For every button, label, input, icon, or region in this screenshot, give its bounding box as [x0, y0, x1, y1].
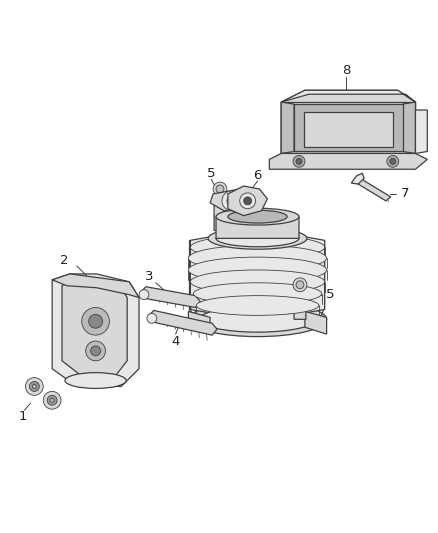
- Ellipse shape: [188, 245, 327, 271]
- Polygon shape: [294, 104, 403, 151]
- Ellipse shape: [228, 210, 287, 223]
- Polygon shape: [141, 287, 200, 308]
- Circle shape: [293, 278, 307, 292]
- Ellipse shape: [208, 228, 307, 249]
- Text: 5: 5: [326, 288, 335, 301]
- Circle shape: [82, 308, 110, 335]
- Ellipse shape: [65, 373, 126, 389]
- Polygon shape: [210, 189, 259, 211]
- Ellipse shape: [196, 296, 319, 316]
- Ellipse shape: [193, 283, 321, 304]
- Polygon shape: [416, 110, 427, 154]
- Circle shape: [213, 182, 227, 196]
- Text: 8: 8: [342, 64, 350, 77]
- Polygon shape: [403, 102, 416, 154]
- Polygon shape: [281, 90, 416, 166]
- Text: 1: 1: [18, 409, 27, 423]
- Circle shape: [29, 382, 39, 391]
- Text: 6: 6: [253, 168, 261, 182]
- Circle shape: [86, 341, 106, 361]
- Ellipse shape: [199, 306, 316, 332]
- Circle shape: [390, 158, 396, 164]
- Text: 3: 3: [145, 270, 153, 284]
- Circle shape: [216, 185, 224, 193]
- Ellipse shape: [191, 236, 325, 259]
- Polygon shape: [294, 287, 306, 319]
- Polygon shape: [281, 102, 294, 154]
- Circle shape: [88, 314, 102, 328]
- Text: 4: 4: [171, 335, 180, 348]
- Ellipse shape: [188, 257, 327, 283]
- Circle shape: [296, 158, 302, 164]
- Polygon shape: [353, 177, 391, 201]
- Polygon shape: [52, 274, 139, 386]
- Circle shape: [222, 191, 242, 211]
- Circle shape: [387, 156, 399, 167]
- Polygon shape: [52, 274, 139, 297]
- Polygon shape: [149, 310, 217, 335]
- Polygon shape: [214, 191, 226, 230]
- Circle shape: [293, 156, 305, 167]
- Ellipse shape: [188, 302, 327, 337]
- Circle shape: [47, 395, 57, 405]
- Polygon shape: [269, 154, 427, 169]
- Polygon shape: [216, 209, 299, 238]
- Polygon shape: [304, 112, 393, 147]
- Circle shape: [139, 290, 149, 300]
- Ellipse shape: [191, 270, 325, 294]
- Circle shape: [50, 398, 54, 402]
- Circle shape: [296, 281, 304, 289]
- Circle shape: [227, 196, 237, 206]
- Text: 2: 2: [60, 254, 68, 266]
- Polygon shape: [305, 311, 327, 334]
- Ellipse shape: [216, 230, 299, 247]
- Circle shape: [91, 346, 101, 356]
- Circle shape: [43, 391, 61, 409]
- Polygon shape: [228, 186, 267, 216]
- Circle shape: [240, 193, 255, 209]
- Text: 5: 5: [207, 167, 215, 180]
- Circle shape: [32, 384, 36, 389]
- Polygon shape: [188, 311, 210, 334]
- Polygon shape: [62, 279, 127, 375]
- Text: 7: 7: [401, 188, 410, 200]
- Ellipse shape: [216, 208, 299, 225]
- Polygon shape: [281, 90, 416, 102]
- Circle shape: [147, 313, 157, 324]
- Polygon shape: [351, 173, 364, 184]
- Polygon shape: [191, 229, 325, 321]
- Circle shape: [244, 197, 251, 205]
- Circle shape: [25, 377, 43, 395]
